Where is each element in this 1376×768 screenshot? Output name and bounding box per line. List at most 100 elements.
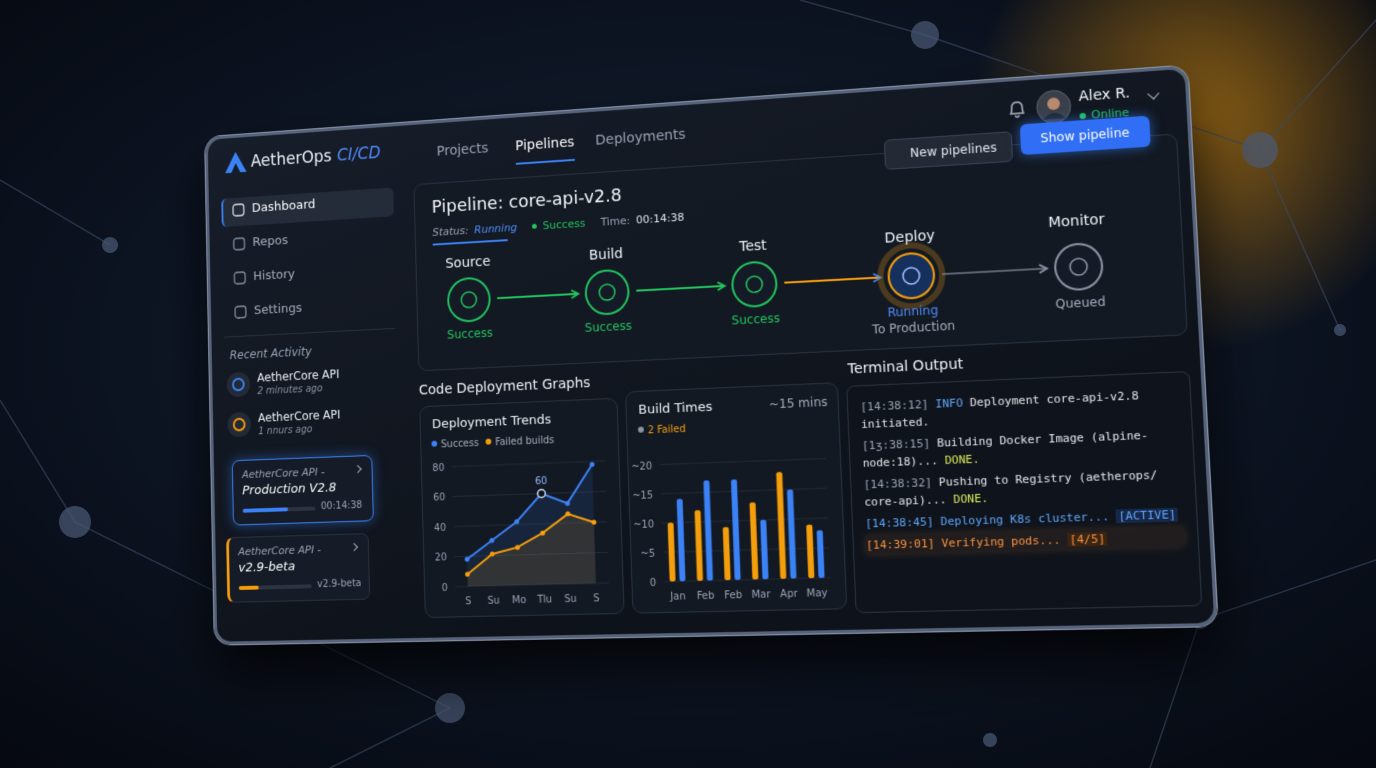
y-tick-label: ~5 [640, 548, 655, 560]
y-tick-label: 20 [435, 553, 447, 565]
nav-item[interactable]: Settings [253, 301, 303, 319]
y-tick-label: ~10 [633, 519, 654, 531]
terminal-segment: DONE. [944, 452, 980, 468]
stage-node [888, 252, 935, 299]
deployment-title: AetherCore API - [238, 543, 322, 559]
stage-node [585, 269, 629, 315]
y-tick-label: ~20 [631, 461, 652, 473]
y-tick-label: 60 [433, 493, 445, 505]
grid-line [661, 488, 827, 494]
logo-mark [224, 151, 247, 174]
brand-name: AetherOps [250, 146, 332, 172]
graphs-title: Code Deployment Graphs [418, 375, 591, 399]
stage-connector [784, 277, 880, 282]
user-name: Alex R. [1078, 85, 1131, 106]
nav-tab[interactable]: Projects [436, 140, 489, 160]
progress-track [238, 584, 312, 590]
terminal-segment: [4/5] [1067, 531, 1108, 547]
nav-item[interactable]: Repos [252, 233, 289, 250]
stage-node [732, 261, 778, 307]
grid-line [452, 461, 605, 467]
legend-swatch [485, 438, 492, 445]
x-tick-label: S [593, 593, 600, 605]
nav-icon [233, 237, 246, 251]
terminal-line: [14:38:32] Pushing to Registry (aetherops… [863, 465, 1182, 511]
data-point [591, 519, 597, 525]
chart: Deployment Trends 0 20 40 60 80 S Su Mo Tlu Su S Suc… [431, 411, 623, 607]
icon-shape [233, 204, 244, 216]
bar [776, 472, 787, 579]
stage-node [1054, 243, 1103, 291]
highlight-point [538, 489, 546, 497]
terminal-title: Terminal Output [847, 356, 964, 378]
x-tick-label: Tlu [536, 594, 552, 606]
terminal-segment: [ACTIVE] [1115, 507, 1179, 524]
icon-bg [227, 411, 252, 438]
stage-connector [942, 268, 1047, 274]
deployment-version: v2.9-beta [238, 559, 296, 576]
nav-item[interactable]: History [253, 267, 296, 284]
legend-label: Failed builds [495, 435, 554, 449]
grid-line [663, 548, 830, 553]
brand-accent: CI/CD [336, 143, 381, 166]
x-tick-label: S [465, 596, 471, 607]
deployment-card[interactable]: AetherCore API - Production V2.8 00:14:38 [231, 454, 374, 526]
avatar [1036, 89, 1071, 124]
chevron [350, 542, 358, 552]
brand: AetherOps CI/CD [251, 143, 381, 171]
terminal-segment: [14:38:45] Deploying K8s cluster... [864, 509, 1110, 531]
activity-time: 2 minutes ago [257, 383, 323, 398]
activity-icon [226, 371, 251, 398]
deployment-card[interactable]: AetherCore API - v2.9-beta v2.9-beta [226, 533, 371, 603]
icon-bg [226, 371, 251, 398]
icon-shape [235, 306, 246, 318]
grid-line [660, 459, 826, 465]
terminal-segment: [14:38:32] [863, 475, 933, 492]
activity-icon [227, 411, 252, 438]
y-tick-label: 80 [432, 463, 444, 475]
bar [786, 489, 797, 579]
progress-bar [242, 507, 288, 513]
stage-connector [636, 286, 724, 291]
x-tick-label: Feb [697, 590, 715, 602]
terminal-segment: [14:39:01] Verifying pods... [865, 533, 1061, 553]
terminal-line: [14:39:01] Verifying pods... [4/5] [865, 527, 1185, 555]
bar [760, 519, 769, 580]
bar [816, 530, 825, 578]
chart-title: Build Times [638, 398, 713, 417]
bar [730, 479, 741, 580]
progress-bar [238, 585, 260, 590]
x-tick-label: Mar [751, 589, 770, 601]
y-tick-label: 0 [650, 578, 657, 590]
grid-line [664, 578, 831, 582]
deployment-meta: 00:14:38 [320, 500, 363, 513]
terminal-segment: [14:38:12] [860, 397, 929, 414]
bar [676, 498, 686, 582]
chart: Build Times ~15 mins 0 ~5 ~10 ~15 ~20 Jan Feb Feb… [631, 394, 846, 603]
terminal-line: [1ʒ:38:15] Building Docker Image (alpine-… [862, 425, 1181, 472]
nav-tab[interactable]: Deployments [595, 126, 686, 149]
deployment-version: Production V2.8 [242, 480, 337, 499]
x-tick-label: May [806, 588, 828, 600]
deployment-meta: v2.9-beta [317, 578, 362, 591]
terminal: [14:38:12] INFO Deployment core-api-v2.8 i… [846, 370, 1203, 614]
stage-node [448, 277, 491, 322]
notification-bell [1007, 99, 1027, 121]
x-tick-label: Apr [780, 588, 798, 600]
pipeline-graph [414, 135, 1186, 371]
y-tick-label: ~15 [632, 490, 653, 502]
user-menu[interactable] [1147, 87, 1160, 100]
x-tick-label: Mo [512, 595, 527, 607]
stage-connector [497, 294, 578, 298]
x-tick-label: Su [564, 593, 577, 605]
bar [694, 510, 704, 581]
terminal-segment: DONE. [953, 491, 989, 507]
activity-name[interactable]: AetherCore API [257, 407, 341, 425]
chart-card: Build Times ~15 mins 0 ~5 ~10 ~15 ~20 Jan Feb Feb… [624, 382, 848, 614]
activity-name[interactable]: AetherCore API [256, 367, 340, 385]
nav-tab[interactable]: Pipelines [515, 134, 575, 165]
nav-icon [234, 305, 247, 319]
data-label: 60 [535, 476, 548, 488]
